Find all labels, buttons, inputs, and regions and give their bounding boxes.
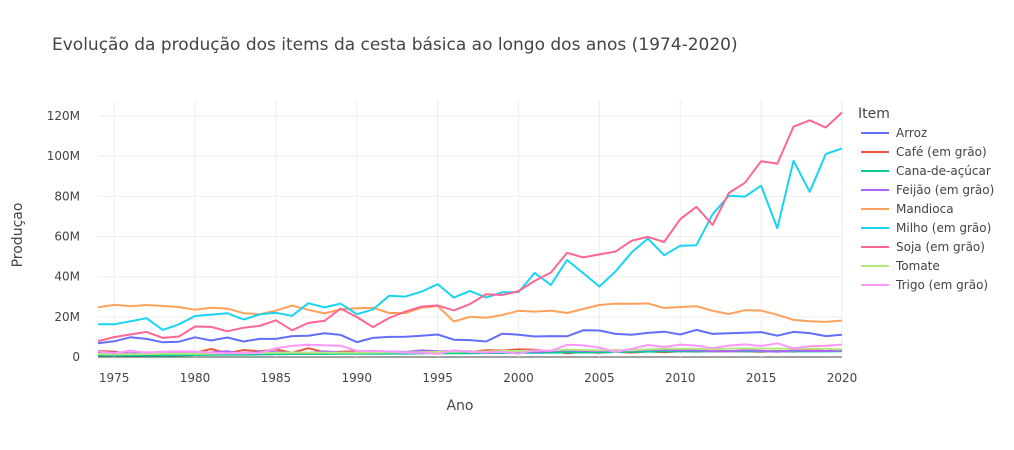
y-tick-label: 0 — [72, 350, 80, 364]
legend-label: Café (em grão) — [896, 145, 987, 159]
legend-item[interactable]: Arroz — [861, 126, 927, 140]
legend-label: Cana-de-açúcar — [896, 164, 991, 178]
y-gridlines — [98, 115, 842, 358]
series-line-5 — [98, 147, 843, 331]
legend-item[interactable]: Soja (em grão) — [861, 240, 985, 254]
x-tick-label: 1990 — [342, 371, 373, 385]
x-tick-label: 1980 — [180, 371, 211, 385]
x-tick-label: 2000 — [503, 371, 534, 385]
legend-label: Feijão (em grão) — [896, 183, 994, 197]
y-tick-label: 120M — [47, 109, 80, 123]
legend-label: Trigo (em grão) — [895, 278, 988, 292]
legend-label: Tomate — [895, 259, 940, 273]
legend-item[interactable]: Cana-de-açúcar — [861, 164, 991, 178]
series-line-4 — [97, 302, 843, 323]
legend-item[interactable]: Tomate — [861, 259, 940, 273]
x-tick-label: 2015 — [746, 371, 777, 385]
series-line-6 — [97, 111, 843, 343]
legend-title: Item — [858, 106, 890, 122]
legend-item[interactable]: Feijão (em grão) — [861, 183, 994, 197]
legend-item[interactable]: Café (em grão) — [861, 145, 987, 159]
y-tick-label: 80M — [54, 189, 80, 203]
x-tick-label: 2005 — [584, 371, 615, 385]
y-tick-labels: 0 20M 40M 60M 80M 100M 120M — [47, 109, 80, 364]
y-tick-label: 40M — [54, 270, 80, 284]
x-tick-labels: 1975 1980 1985 1990 1995 2000 2005 2010 2015 2020 — [99, 371, 857, 385]
legend-label: Arroz — [896, 126, 927, 140]
legend-label: Milho (em grão) — [896, 221, 991, 235]
legend-label: Soja (em grão) — [896, 240, 985, 254]
x-tick-label: 1975 — [99, 371, 130, 385]
series-line-0 — [97, 328, 843, 345]
legend-item[interactable]: Milho (em grão) — [861, 221, 991, 235]
y-axis-title: Produçao — [10, 203, 26, 268]
y-tick-label: 60M — [54, 230, 80, 244]
x-gridlines — [113, 100, 843, 357]
legend-item[interactable]: Mandioca — [861, 202, 954, 216]
series-line-8 — [97, 342, 843, 355]
legend: Item Arroz Café (em grão) Cana-de-açúcar Fe… — [858, 106, 994, 292]
x-axis-title: Ano — [446, 398, 473, 414]
y-tick-label: 100M — [47, 149, 80, 163]
y-tick-label: 20M — [54, 310, 80, 324]
x-tick-label: 2020 — [827, 371, 858, 385]
legend-label: Mandioca — [896, 202, 954, 216]
x-tick-label: 1995 — [422, 371, 453, 385]
legend-item[interactable]: Trigo (em grão) — [861, 278, 988, 292]
chart-title: Evolução da produção dos items da cesta … — [52, 35, 738, 55]
x-tick-label: 1985 — [261, 371, 292, 385]
x-tick-label: 2010 — [665, 371, 696, 385]
series-lines — [97, 111, 843, 357]
